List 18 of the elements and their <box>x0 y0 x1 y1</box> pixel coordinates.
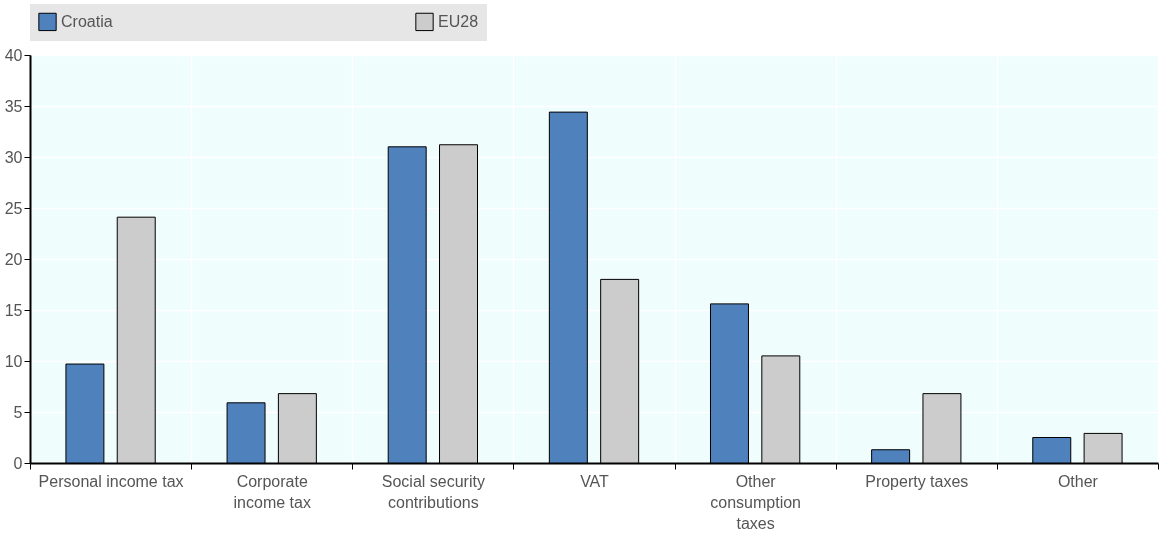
y-tick-label: 40 <box>4 46 23 64</box>
y-tick-label: 0 <box>13 454 23 472</box>
y-tick-label: 35 <box>4 97 23 115</box>
x-tick-label: Property taxes <box>865 472 969 490</box>
y-tick-label: 20 <box>4 250 23 268</box>
y-tick-label: 25 <box>4 199 23 217</box>
x-tick-label: Social security contributions <box>381 472 485 511</box>
legend-label: EU28 <box>438 12 479 30</box>
y-tick-label: 5 <box>13 403 23 421</box>
y-tick-label: 15 <box>4 301 23 319</box>
y-tick-label: 30 <box>4 148 23 166</box>
legend-label: Croatia <box>61 12 113 30</box>
x-tick-label: VAT <box>580 472 610 490</box>
x-tick-label: Personal income tax <box>38 472 184 490</box>
y-tick-label: 10 <box>4 352 23 370</box>
x-tick-label: Other <box>1057 472 1099 490</box>
x-tick-label: Corporate income tax <box>233 472 311 511</box>
x-tick-label: Other consumption taxes <box>710 472 801 532</box>
